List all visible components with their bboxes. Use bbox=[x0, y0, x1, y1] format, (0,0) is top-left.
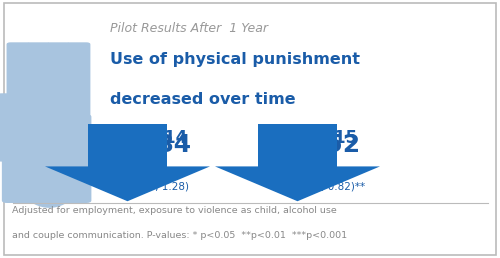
Text: .52: .52 bbox=[316, 133, 360, 157]
Polygon shape bbox=[45, 166, 210, 201]
FancyBboxPatch shape bbox=[88, 124, 167, 169]
Text: decreased over time: decreased over time bbox=[110, 92, 296, 107]
FancyBboxPatch shape bbox=[66, 42, 90, 136]
FancyBboxPatch shape bbox=[4, 3, 496, 255]
FancyBboxPatch shape bbox=[6, 42, 30, 136]
FancyBboxPatch shape bbox=[46, 42, 70, 136]
Text: Use of physical punishment: Use of physical punishment bbox=[110, 52, 360, 67]
FancyBboxPatch shape bbox=[2, 114, 92, 203]
Text: Pilot Results After  1 Year: Pilot Results After 1 Year bbox=[110, 22, 268, 35]
Polygon shape bbox=[215, 166, 380, 201]
Ellipse shape bbox=[10, 111, 88, 208]
Text: 2014: 2014 bbox=[142, 129, 188, 147]
FancyBboxPatch shape bbox=[258, 124, 337, 169]
Text: 2015: 2015 bbox=[312, 129, 358, 147]
Text: (0.38, 0.82)**: (0.38, 0.82)** bbox=[294, 182, 364, 192]
Text: .84: .84 bbox=[148, 133, 192, 157]
FancyBboxPatch shape bbox=[26, 42, 50, 136]
Text: Adjusted for employment, exposure to violence as child, alcohol use: Adjusted for employment, exposure to vio… bbox=[12, 206, 337, 215]
FancyBboxPatch shape bbox=[0, 93, 20, 162]
Text: and couple communication. P-values: * p<0.05  **p<0.01  ***p<0.001: and couple communication. P-values: * p<… bbox=[12, 231, 347, 240]
Text: (0.55, 1.28): (0.55, 1.28) bbox=[128, 182, 188, 192]
